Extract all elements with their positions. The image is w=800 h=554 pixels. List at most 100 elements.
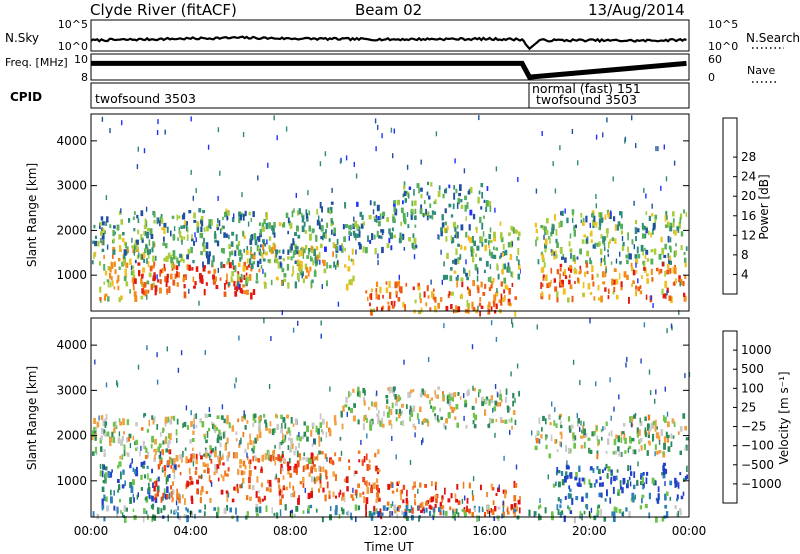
- scatter-cell: [421, 440, 423, 446]
- scatter-cell: [414, 432, 416, 438]
- scatter-cell: [290, 243, 293, 251]
- scatter-cell: [310, 245, 313, 251]
- scatter-cell: [513, 495, 517, 502]
- scatter-cell: [633, 449, 637, 455]
- scatter-cell: [310, 466, 313, 474]
- scatter-cell: [605, 268, 607, 274]
- scatter-cell: [243, 261, 247, 268]
- scatter-cell: [553, 420, 556, 426]
- scatter-cell: [441, 498, 443, 503]
- scatter-cell: [597, 439, 600, 445]
- scatter-cell: [409, 412, 413, 416]
- scatter-cell: [152, 255, 155, 262]
- scatter-cell: [506, 266, 509, 273]
- scatter-cell: [604, 498, 607, 502]
- scatter-cell: [290, 256, 293, 261]
- scatter-cell: [176, 418, 179, 425]
- scatter-cell: [662, 294, 665, 299]
- scatter-cell: [155, 255, 157, 261]
- scatter-cell: [250, 217, 252, 222]
- scatter-cell: [208, 407, 211, 413]
- scatter-cell: [533, 511, 537, 516]
- scatter-cell: [116, 380, 118, 386]
- scatter-cell: [358, 391, 361, 398]
- scatter-cell: [286, 461, 290, 467]
- scatter-cell: [104, 473, 106, 479]
- scatter-cell: [471, 512, 474, 518]
- scatter-cell: [654, 444, 657, 450]
- scatter-cell: [655, 516, 658, 523]
- scatter-cell: [507, 302, 510, 306]
- scatter-cell: [111, 280, 114, 287]
- scatter-cell: [305, 267, 309, 273]
- scatter-cell: [684, 425, 687, 431]
- scatter-cell: [511, 318, 513, 324]
- scatter-cell: [427, 181, 429, 186]
- scatter-cell: [620, 230, 623, 235]
- scatter-cell: [287, 217, 290, 224]
- scatter-cell: [629, 436, 632, 443]
- scatter-cell: [328, 264, 332, 269]
- scatter-cell: [348, 279, 352, 285]
- scatter-cell: [281, 466, 284, 472]
- scatter-cell: [668, 255, 671, 261]
- scatter-cell: [183, 514, 187, 519]
- scatter-cell: [646, 278, 649, 284]
- scatter-cell: [248, 484, 251, 490]
- scatter-cell: [564, 208, 566, 214]
- scatter-cell: [326, 456, 328, 462]
- scatter-cell: [664, 386, 666, 392]
- scatter-cell: [674, 505, 677, 509]
- scatter-cell: [654, 214, 658, 220]
- scatter-cell: [391, 305, 395, 309]
- scatter-cell: [166, 226, 169, 233]
- scatter-cell: [205, 452, 208, 459]
- scatter-cell: [607, 241, 610, 249]
- scatter-cell: [557, 470, 561, 474]
- scatter-cell: [609, 377, 611, 383]
- scatter-cell: [231, 425, 235, 432]
- scatter-cell: [202, 245, 206, 252]
- scatter-cell: [480, 183, 484, 188]
- scatter-cell: [170, 273, 173, 280]
- scatter-cell: [267, 479, 269, 484]
- scatter-cell: [662, 452, 666, 458]
- scatter-cell: [306, 216, 309, 222]
- scatter-cell: [637, 254, 641, 259]
- scatter-cell: [393, 200, 396, 204]
- scatter-cell: [245, 266, 249, 270]
- scatter-cell: [273, 232, 276, 238]
- scatter-cell: [221, 225, 225, 229]
- scatter-cell: [238, 335, 240, 341]
- scatter-cell: [604, 260, 606, 266]
- scatter-cell: [682, 413, 686, 419]
- scatter-cell: [560, 220, 563, 227]
- scatter-cell: [308, 225, 311, 232]
- scatter-cell: [220, 489, 224, 495]
- scatter-cell: [334, 421, 337, 426]
- scatter-cell: [203, 433, 206, 437]
- scatter-cell: [592, 224, 595, 229]
- scatter-cell: [103, 448, 106, 453]
- scatter-cell: [664, 224, 668, 228]
- scatter-cell: [280, 467, 282, 474]
- scatter-cell: [165, 243, 168, 249]
- scatter-cell: [631, 416, 634, 423]
- scatter-cell: [417, 286, 421, 291]
- scatter-cell: [395, 409, 398, 415]
- scatter-cell: [408, 193, 410, 199]
- scatter-cell: [376, 306, 378, 312]
- scatter-cell: [434, 199, 437, 204]
- scatter-cell: [99, 437, 102, 444]
- scatter-cell: [322, 466, 325, 473]
- scatter-cell: [559, 273, 561, 280]
- scatter-cell: [431, 214, 434, 220]
- time-xtick-label: 04:00: [173, 524, 208, 538]
- scatter-cell: [493, 406, 497, 412]
- scatter-cell: [627, 447, 630, 453]
- scatter-cell: [131, 237, 133, 243]
- scatter-cell: [448, 412, 451, 419]
- scatter-cell: [568, 274, 571, 279]
- scatter-cell: [236, 515, 239, 522]
- scatter-cell: [180, 254, 184, 262]
